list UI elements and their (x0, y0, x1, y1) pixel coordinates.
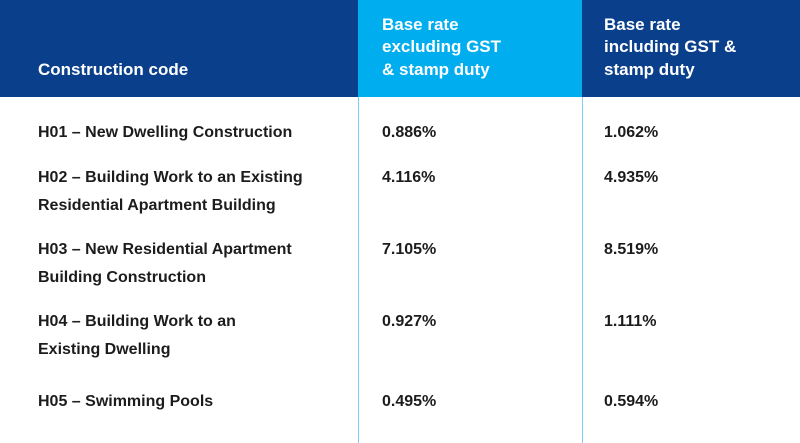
code-label: H01 – New Dwelling Construction (38, 124, 293, 141)
rate-excl: 0.927% (382, 313, 437, 330)
rate-excl: 0.886% (382, 124, 437, 141)
rate-excl: 4.116% (382, 169, 436, 186)
code-label: Building Construction (38, 269, 206, 286)
rate-excl: 7.105% (382, 241, 437, 258)
code-label: H03 – New Residential Apartment (38, 241, 292, 258)
header-cell: Base rate including GST & stamp duty (582, 0, 800, 97)
rate-excl: 0.495% (382, 393, 437, 410)
rate-incl: 4.935% (604, 169, 659, 186)
rate-incl: 0.594% (604, 393, 659, 410)
code-label: Residential Apartment Building (38, 197, 276, 214)
code-label: H04 – Building Work to an (38, 313, 236, 330)
header-cell: Base rate excluding GST & stamp duty (358, 0, 582, 97)
column-divider (358, 97, 359, 443)
rate-incl: 1.062% (604, 124, 659, 141)
header-text: Base rate including GST & stamp duty (604, 14, 737, 79)
header-cell: Construction code (0, 0, 358, 97)
code-label: H02 – Building Work to an Existing (38, 169, 303, 186)
header-text: Construction code (38, 59, 189, 79)
column-divider (582, 97, 583, 443)
rate-incl: 8.519% (604, 241, 659, 258)
rate-incl: 1.111% (604, 313, 657, 330)
code-label: Existing Dwelling (38, 341, 171, 358)
code-label: H05 – Swimming Pools (38, 393, 214, 410)
header-text: Base rate excluding GST & stamp duty (382, 14, 502, 79)
